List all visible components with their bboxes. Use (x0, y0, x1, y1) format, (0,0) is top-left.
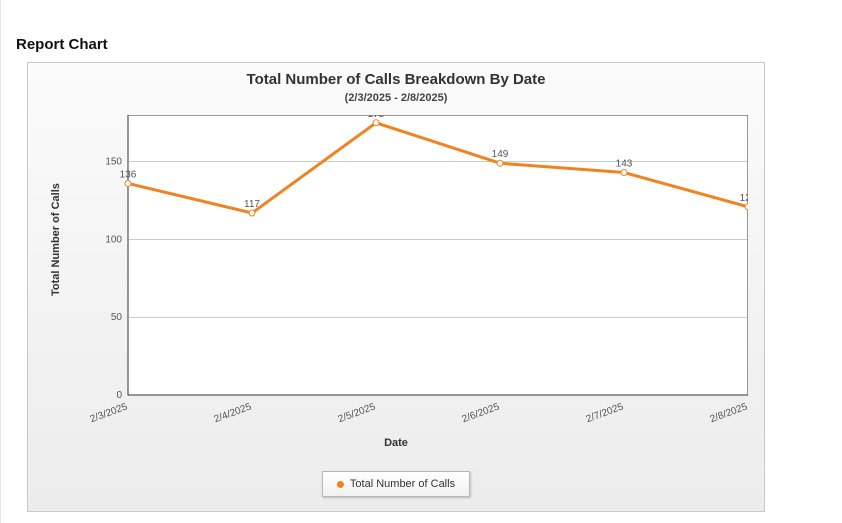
y-axis-label: Total Number of Calls (50, 183, 62, 296)
svg-text:2/8/2025: 2/8/2025 (709, 401, 748, 425)
svg-text:100: 100 (105, 234, 122, 245)
section-title: Report Chart (16, 36, 108, 53)
chart-subtitle: (2/3/2025 - 2/8/2025) (28, 92, 764, 104)
x-axis-label: Date (28, 437, 764, 449)
line-chart-svg: 0 50 100 150 2/3/2025 2/4/2025 2/5/2025 2/6/202… (78, 115, 748, 443)
svg-text:121: 121 (740, 193, 748, 204)
svg-text:150: 150 (105, 157, 122, 168)
legend-series-label: Total Number of Calls (350, 478, 455, 490)
svg-text:136: 136 (120, 169, 137, 180)
svg-text:2/4/2025: 2/4/2025 (213, 401, 254, 425)
svg-text:2/3/2025: 2/3/2025 (89, 401, 130, 425)
svg-text:117: 117 (244, 199, 260, 210)
chart-legend: Total Number of Calls (322, 471, 470, 497)
svg-text:149: 149 (492, 149, 509, 160)
chart-title: Total Number of Calls Breakdown By Date (28, 71, 764, 88)
svg-text:0: 0 (116, 390, 122, 401)
plot-area: 0 50 100 150 2/3/2025 2/4/2025 2/5/2025 2/6/202… (78, 115, 748, 441)
svg-text:50: 50 (111, 312, 123, 323)
chart-panel: Total Number of Calls Breakdown By Date … (27, 62, 765, 512)
svg-text:2/6/2025: 2/6/2025 (461, 401, 502, 425)
svg-text:2/7/2025: 2/7/2025 (585, 401, 626, 425)
svg-text:143: 143 (616, 159, 633, 170)
svg-text:2/5/2025: 2/5/2025 (337, 401, 378, 425)
svg-text:175: 175 (368, 115, 385, 120)
legend-marker-icon (337, 481, 344, 488)
